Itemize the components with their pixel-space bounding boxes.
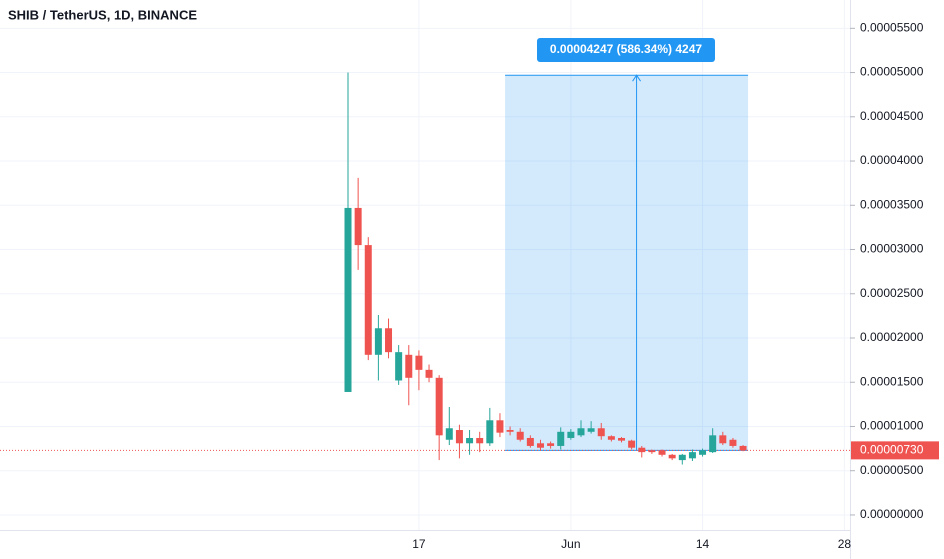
candle-body: [445, 428, 453, 440]
candle-body: [709, 435, 717, 453]
candle-body: [628, 440, 636, 448]
y-tick-label: 0.00003000: [860, 242, 924, 256]
candle-body: [364, 245, 372, 355]
candle-body: [486, 420, 494, 444]
candle-body: [729, 439, 737, 446]
measure-arrowhead: [632, 74, 641, 82]
x-tick-label: 28: [838, 537, 852, 551]
last-price-bg: [851, 441, 939, 460]
y-tick-label: 0.00003500: [860, 197, 924, 211]
candle-body: [739, 445, 747, 451]
candle-body: [597, 428, 605, 437]
y-tick-label: 0.00004000: [860, 153, 924, 167]
candle-body: [354, 207, 362, 246]
grid: [0, 0, 850, 530]
candle-body: [719, 435, 727, 444]
y-tick-label: 0.00000000: [860, 507, 924, 521]
candle-body: [395, 352, 403, 381]
candle-body: [567, 431, 575, 438]
candle-body: [435, 377, 443, 436]
y-tick-label: 0.00005500: [860, 20, 924, 34]
y-tick-label: 0.00005000: [860, 65, 924, 79]
candle-body: [466, 437, 474, 444]
y-tick-label: 0.00002500: [860, 286, 924, 300]
x-tick-label: Jun: [561, 537, 580, 551]
y-tick-label: 0.00004500: [860, 109, 924, 123]
candle-body: [455, 430, 463, 444]
last-price-label: 0.00000730: [860, 443, 924, 457]
candle-body: [638, 447, 646, 453]
candle-body: [344, 207, 352, 392]
candle-body: [688, 452, 696, 459]
measure-label-bg: [537, 38, 715, 62]
y-tick-label: 0.00001500: [860, 374, 924, 388]
candle-body: [618, 437, 626, 441]
candle-body: [526, 437, 534, 446]
candle-body: [678, 454, 686, 461]
measure-box: [505, 75, 749, 451]
y-tick-label: 0.00002000: [860, 330, 924, 344]
y-tick-label: 0.00001000: [860, 419, 924, 433]
candle-body: [405, 354, 413, 378]
candle-body: [374, 328, 382, 355]
candle-body: [385, 328, 393, 353]
x-tick-label: 17: [412, 537, 426, 551]
candle-body: [415, 355, 423, 370]
y-tick-label: 0.00000500: [860, 463, 924, 477]
candle-body: [699, 450, 707, 455]
candle-body: [668, 454, 676, 459]
candle-body: [506, 430, 514, 432]
plot: 0.00004247 (586.34%) 4247: [0, 38, 850, 465]
candle-body: [587, 428, 595, 432]
candle-body: [516, 431, 524, 440]
candle-body: [577, 428, 585, 436]
candle-body: [476, 437, 484, 444]
chart-title: SHIB / TetherUS, 1D, BINANCE: [8, 7, 197, 22]
candle-body: [496, 420, 504, 433]
measure-label: 0.00004247 (586.34%) 4247: [550, 42, 702, 56]
candle-body: [547, 443, 555, 446]
candle-body: [658, 450, 666, 455]
candle-body: [536, 443, 544, 448]
candle-body: [557, 431, 565, 446]
x-tick-label: 14: [696, 537, 710, 551]
candle-body: [607, 436, 615, 440]
candle-body: [425, 369, 433, 378]
candle-body: [648, 450, 656, 453]
